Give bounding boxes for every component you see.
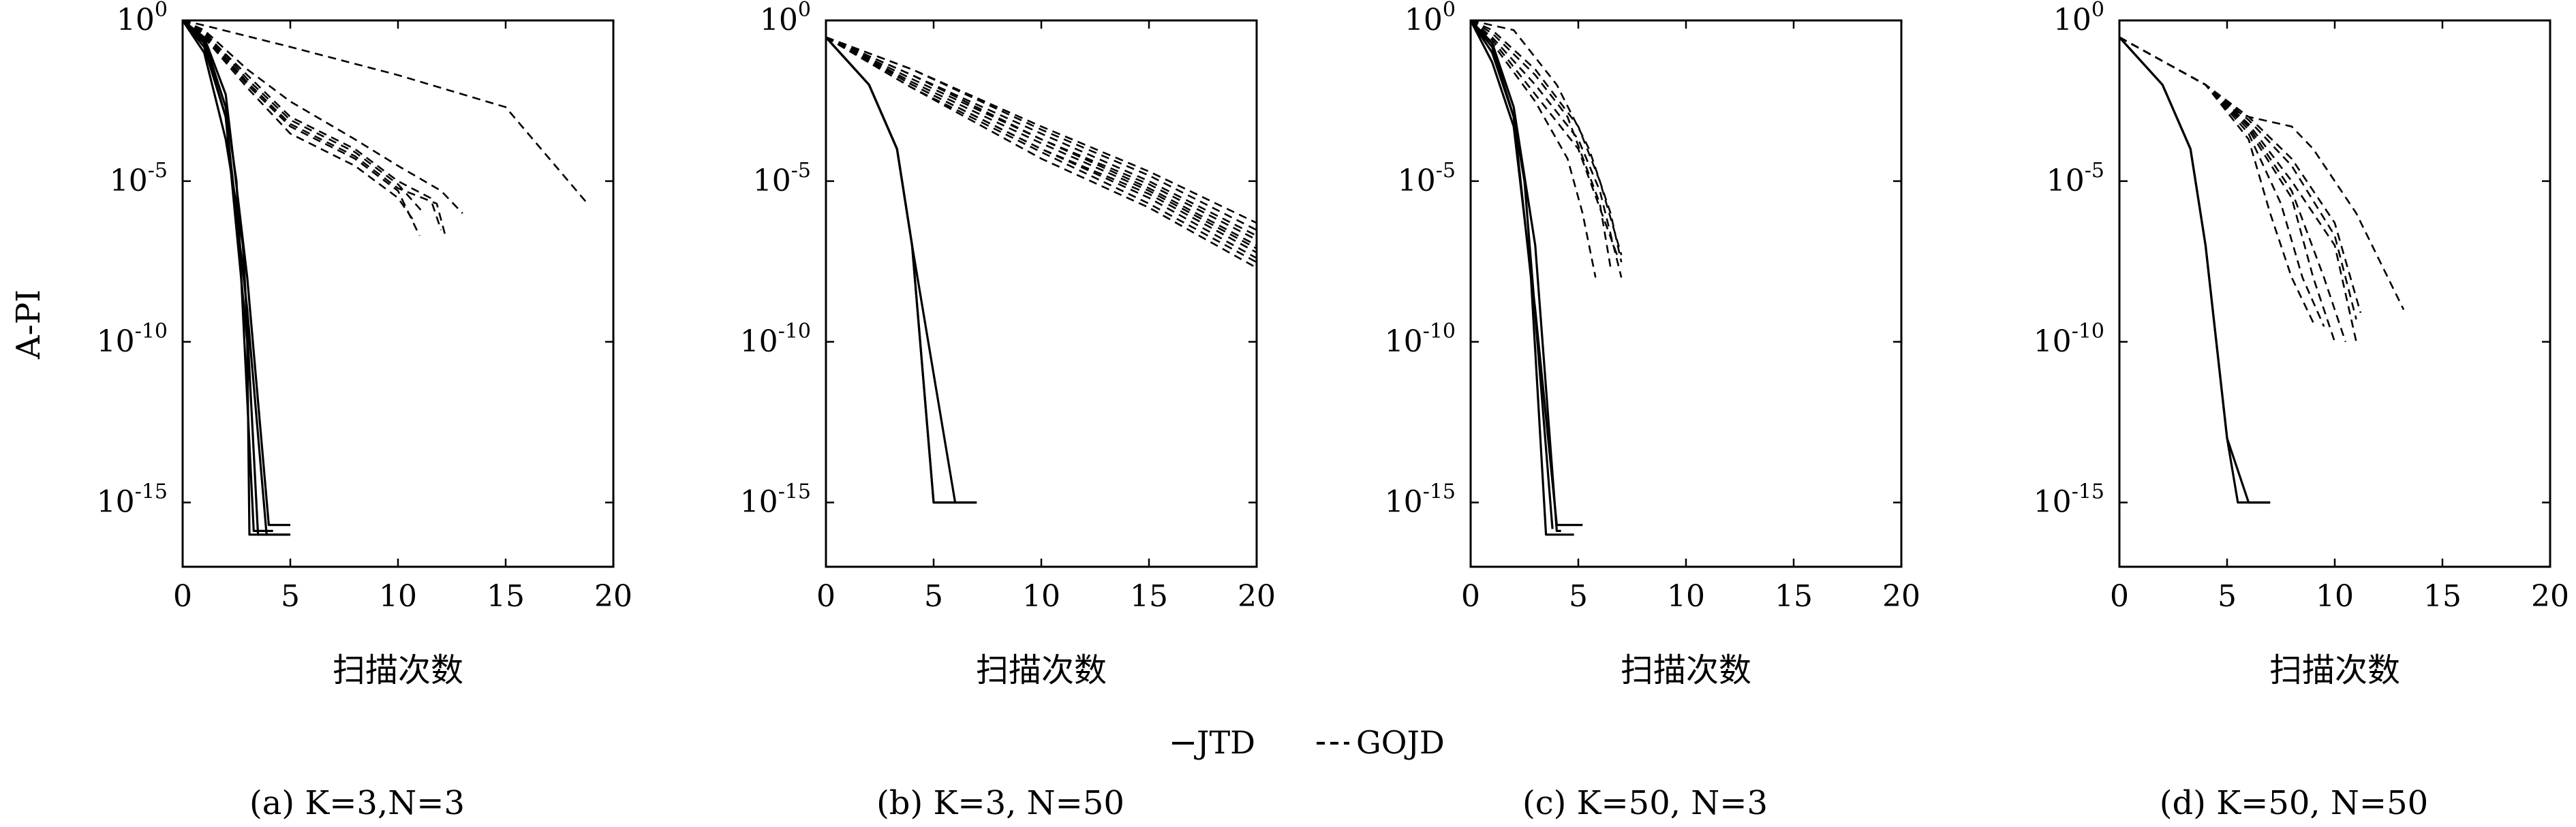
gojd-series-line: [183, 20, 463, 214]
y-tick-label: 100: [2053, 0, 2104, 37]
x-tick-label: 5: [281, 579, 300, 614]
x-tick-label: 10: [1022, 579, 1060, 614]
y-tick-label: 10-10: [97, 319, 168, 359]
x-tick-label: 15: [2423, 579, 2462, 614]
plot-frame: [181, 19, 615, 568]
plot-frame: [1469, 19, 1903, 568]
legend-gojd-label: GOJD: [1356, 724, 1445, 761]
jtd-series-line: [183, 20, 290, 536]
x-axis-title: 扫描次数: [976, 651, 1107, 689]
jtd-series-line: [2119, 36, 2271, 504]
y-tick-label: 100: [117, 0, 168, 37]
gojd-series-line: [183, 20, 589, 204]
jtd-series-line: [183, 20, 290, 527]
gojd-series-line: [183, 20, 442, 231]
gojd-series-line: [2119, 36, 2314, 323]
y-axis-title: A-PI: [10, 290, 48, 360]
series-group: [2119, 36, 2405, 504]
x-tick-label: 10: [1667, 579, 1705, 614]
y-tick-label: 10-5: [753, 159, 811, 198]
x-tick-label: 20: [2531, 579, 2569, 614]
jtd-series-line: [826, 36, 955, 504]
gojd-series-line: [1471, 20, 1623, 263]
plot-frame: [2118, 19, 2551, 568]
x-tick-label: 10: [2316, 579, 2354, 614]
panel-caption: (d) K=50, N=50: [2160, 784, 2428, 822]
jtd-series-line: [826, 36, 977, 504]
gojd-series-line: [183, 20, 420, 236]
gojd-series-line: [183, 20, 416, 224]
gojd-series-line: [183, 20, 425, 214]
panel-caption: (b) K=3, N=50: [876, 784, 1124, 822]
x-tick-label: 20: [594, 579, 632, 614]
y-tick-label: 100: [1405, 0, 1456, 37]
y-tick-label: 10-10: [1385, 319, 1456, 359]
y-tick-label: 10-10: [740, 319, 811, 359]
gojd-series-line: [826, 36, 1257, 269]
x-tick-label: 10: [379, 579, 417, 614]
panel-caption: (c) K=50, N=3: [1522, 784, 1768, 822]
jtd-series-line: [183, 20, 290, 536]
gojd-series-line: [1471, 20, 1623, 278]
plot-frame: [825, 19, 1258, 568]
x-tick-label: 20: [1882, 579, 1920, 614]
gojd-series-line: [826, 36, 1257, 237]
y-tick-label: 10-15: [1385, 480, 1456, 520]
gojd-series-line: [1471, 20, 1619, 255]
y-tick-label: 10-10: [2034, 319, 2104, 359]
y-tick-label: 10-15: [97, 480, 168, 520]
gojd-series-line: [826, 36, 1257, 231]
chart-panel-d: 0 5 10 15 20 100 10-5 10-10 10-15 扫描次数 (d) K=50, N…: [2034, 0, 2569, 822]
x-tick-label: 20: [1238, 579, 1276, 614]
jtd-series-line: [183, 20, 273, 533]
x-tick-label: 0: [1461, 579, 1480, 614]
gojd-series-line: [1471, 20, 1612, 268]
x-tick-label: 0: [816, 579, 835, 614]
gojd-series-line: [826, 36, 1257, 260]
panel-caption: (a) K=3,N=3: [249, 784, 465, 822]
x-tick-label: 15: [487, 579, 525, 614]
y-tick-label: 10-5: [110, 159, 168, 198]
jtd-series-line: [2119, 36, 2271, 504]
x-axis-title: 扫描次数: [2269, 651, 2400, 689]
series-group: [183, 20, 589, 536]
x-tick-label: 5: [2218, 579, 2237, 614]
x-tick-label: 15: [1130, 579, 1168, 614]
gojd-series-line: [826, 36, 1257, 249]
legend-jtd-label: JTD: [1194, 724, 1255, 761]
x-tick-label: 0: [173, 579, 192, 614]
series-group: [1471, 20, 1623, 536]
x-tick-label: 0: [2110, 579, 2129, 614]
jtd-series-line: [1471, 20, 1574, 536]
y-tick-label: 10-5: [2046, 159, 2104, 198]
x-tick-label: 5: [924, 579, 943, 614]
x-tick-label: 5: [1569, 579, 1588, 614]
jtd-series-line: [1471, 20, 1554, 529]
gojd-series-line: [1471, 20, 1597, 278]
chart-panel-c: 0 5 10 15 20 100 10-5 10-10 10-15 扫描次数 (c) K=50, N…: [1385, 0, 1920, 822]
y-tick-label: 10-15: [740, 480, 811, 520]
gojd-series-line: [2119, 36, 2357, 343]
jtd-series-line: [183, 20, 269, 536]
gojd-series-line: [2119, 36, 2405, 311]
gojd-series-line: [826, 36, 1257, 253]
chart-panel-b: 0 5 10 15 20 100 10-5 10-10 10-15 扫描次数 (b) K=3, N=…: [740, 0, 1276, 822]
jtd-series-line: [1471, 20, 1583, 527]
x-axis-title: 扫描次数: [333, 651, 463, 689]
gojd-series-line: [826, 36, 1257, 247]
series-group: [826, 36, 1257, 504]
y-tick-label: 10-15: [2034, 480, 2104, 520]
y-tick-label: 10-5: [1398, 159, 1456, 198]
gojd-series-line: [2119, 36, 2336, 343]
x-axis-title: 扫描次数: [1621, 651, 1751, 689]
gojd-series-line: [2119, 36, 2325, 327]
jtd-series-line: [826, 36, 977, 504]
legend: JTD GOJD: [1172, 724, 1445, 761]
y-tick-label: 100: [760, 0, 811, 37]
chart-panel-a: 0 5 10 15 20 100 10-5 10-10 10-15 扫描次数 A-PI (a) K=3…: [10, 0, 632, 822]
x-tick-label: 15: [1775, 579, 1813, 614]
gojd-series-line: [2119, 36, 2357, 320]
